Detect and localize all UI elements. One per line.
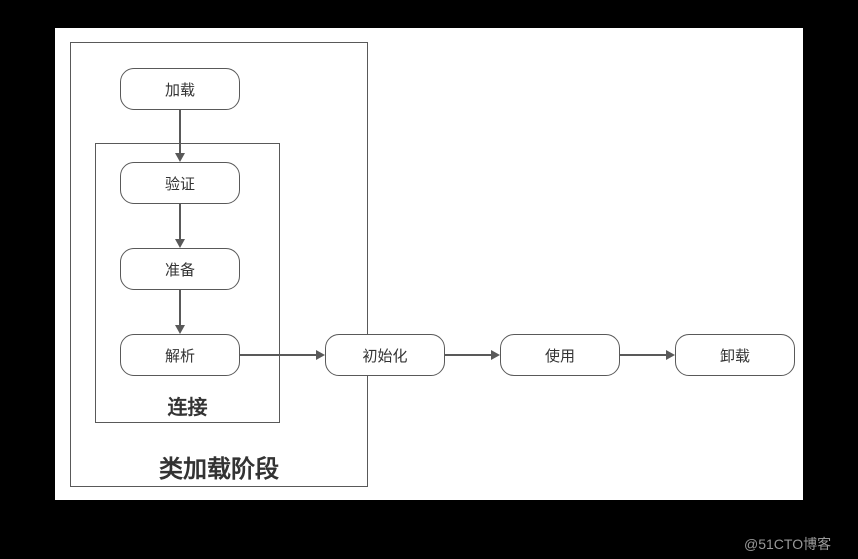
arrowhead-init-use	[491, 350, 500, 360]
node-resolve: 解析	[120, 334, 240, 376]
node-init: 初始化	[325, 334, 445, 376]
edge-init-use	[445, 354, 492, 356]
arrowhead-verify-prepare	[175, 239, 185, 248]
arrowhead-load-verify	[175, 153, 185, 162]
node-unload: 卸载	[675, 334, 795, 376]
watermark-text: @51CTO博客	[744, 534, 831, 554]
arrowhead-resolve-init	[316, 350, 325, 360]
node-prepare: 准备	[120, 248, 240, 290]
arrowhead-use-unload	[666, 350, 675, 360]
outer-box-label: 类加载阶段	[70, 449, 368, 484]
node-use: 使用	[500, 334, 620, 376]
node-load: 加载	[120, 68, 240, 110]
arrowhead-prepare-resolve	[175, 325, 185, 334]
edge-resolve-init	[240, 354, 317, 356]
edge-use-unload	[620, 354, 667, 356]
edge-load-verify	[179, 110, 181, 154]
inner-box-label: 连接	[95, 391, 280, 420]
edge-verify-prepare	[179, 204, 181, 240]
node-verify: 验证	[120, 162, 240, 204]
edge-prepare-resolve	[179, 290, 181, 326]
